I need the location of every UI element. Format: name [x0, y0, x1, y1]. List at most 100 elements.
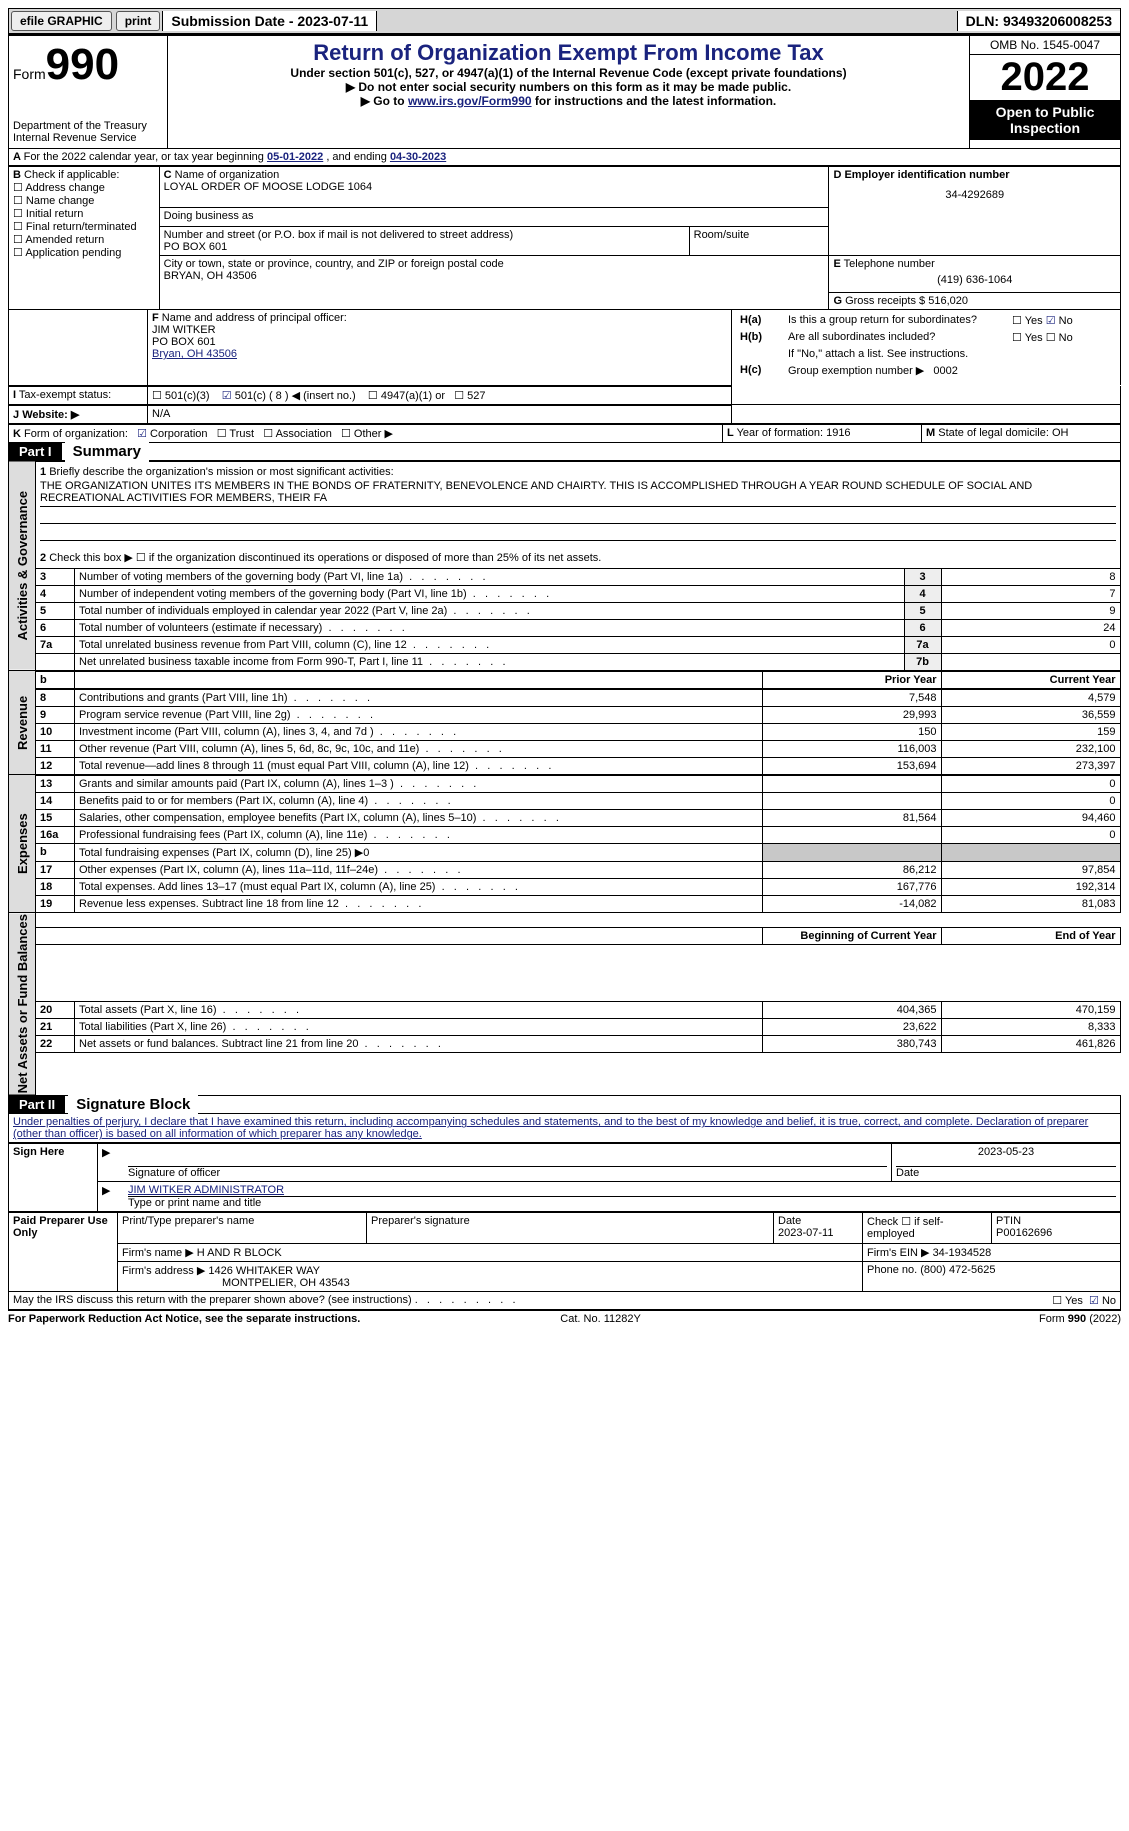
section-g: G Gross receipts $ 516,020: [829, 293, 1121, 310]
chk-trust[interactable]: Trust: [217, 428, 254, 440]
hb-no[interactable]: No: [1046, 332, 1073, 344]
print-button[interactable]: print: [116, 11, 161, 31]
efile-button[interactable]: efile GRAPHIC: [11, 11, 112, 31]
footer-right: Form 990 (2022): [1039, 1313, 1121, 1325]
firm-phone-label: Phone no.: [867, 1264, 917, 1276]
dln-number: DLN: 93493206008253: [957, 11, 1120, 31]
summary-row: 19Revenue less expenses. Subtract line 1…: [36, 895, 1120, 912]
group-exemption: 0002: [933, 365, 957, 377]
summary-row: 8Contributions and grants (Part VIII, li…: [36, 689, 1120, 706]
chk-501c3[interactable]: 501(c)(3): [152, 390, 210, 402]
part2-label: Part II: [9, 1095, 65, 1114]
pp-self-employed[interactable]: Check ☐ if self-employed: [863, 1213, 992, 1244]
tab-activities: Activities & Governance: [9, 461, 36, 671]
footer-cat: Cat. No. 11282Y: [560, 1313, 641, 1325]
chk-501c[interactable]: 501(c) (: [222, 390, 273, 402]
pp-date: 2023-07-11: [778, 1227, 833, 1239]
c-name-label: Name of organization: [175, 169, 280, 181]
chk-527[interactable]: 527: [454, 390, 485, 402]
summary-row: 14Benefits paid to or for members (Part …: [36, 792, 1120, 809]
summary-row: 3Number of voting members of the governi…: [36, 568, 1120, 585]
city-label: City or town, state or province, country…: [164, 258, 504, 270]
org-name: LOYAL ORDER OF MOOSE LODGE 1064: [164, 181, 372, 193]
part1-bar: Part I Summary: [8, 443, 1121, 461]
sig-officer-label: Signature of officer: [128, 1167, 220, 1179]
ha-no[interactable]: No: [1046, 315, 1073, 327]
summary-row: 22Net assets or fund balances. Subtract …: [36, 1036, 1120, 1053]
501c-number: 8: [276, 390, 282, 402]
ein-value: 34-4292689: [833, 181, 1116, 209]
part2-title: Signature Block: [68, 1094, 198, 1115]
discuss-text: May the IRS discuss this return with the…: [13, 1294, 412, 1307]
tab-netassets: Net Assets or Fund Balances: [9, 913, 36, 1095]
chk-address-change[interactable]: Address change: [13, 182, 105, 194]
section-f: F Name and address of principal officer:…: [148, 310, 732, 385]
rows-activities: 3Number of voting members of the governi…: [36, 568, 1121, 671]
mission-text: THE ORGANIZATION UNITES ITS MEMBERS IN T…: [40, 478, 1116, 507]
hb-yes[interactable]: Yes: [1012, 332, 1043, 344]
part1-table: Activities & Governance 1 Briefly descri…: [8, 461, 1121, 1096]
chk-initial-return[interactable]: Initial return: [13, 208, 83, 220]
line-a-mid: , and ending: [326, 151, 390, 163]
type-name-label: Type or print name and title: [128, 1197, 261, 1209]
section-e: E Telephone number (419) 636-1064: [829, 256, 1121, 293]
section-j: J Website: ▶ N/A: [8, 405, 1121, 424]
l-label: Year of formation:: [737, 427, 823, 439]
officer-printed-name: JIM WITKER ADMINISTRATOR: [128, 1184, 1116, 1197]
summary-row: 4Number of independent voting members of…: [36, 585, 1120, 602]
goto-prefix: Go to: [361, 94, 408, 108]
summary-row: bTotal fundraising expenses (Part IX, co…: [36, 843, 1120, 861]
summary-row: 10Investment income (Part VIII, column (…: [36, 723, 1120, 740]
h-a-text: Is this a group return for subordinates?: [784, 312, 1008, 329]
discuss-yes[interactable]: Yes: [1052, 1295, 1083, 1307]
paid-preparer: Paid Preparer Use Only: [9, 1213, 118, 1292]
chk-name-change[interactable]: Name change: [13, 195, 94, 207]
summary-row: Net unrelated business taxable income fr…: [36, 653, 1120, 670]
goto-suffix: for instructions and the latest informat…: [532, 94, 777, 108]
chk-corporation[interactable]: Corporation: [137, 428, 207, 440]
form-title: Return of Organization Exempt From Incom…: [172, 40, 965, 66]
date-label: Date: [896, 1167, 919, 1179]
street-label: Number and street (or P.O. box if mail i…: [164, 229, 514, 241]
section-i: I Tax-exempt status: 501(c)(3) 501(c) ( …: [8, 386, 1121, 405]
officer-addr2: Bryan, OH 43506: [152, 348, 237, 360]
summary-row: 11Other revenue (Part VIII, column (A), …: [36, 740, 1120, 757]
summary-row: 20Total assets (Part X, line 16) . . . .…: [36, 1002, 1120, 1019]
chk-final-return[interactable]: Final return/terminated: [13, 221, 137, 233]
chk-application-pending[interactable]: Application pending: [13, 247, 121, 259]
firm-phone: (800) 472-5625: [920, 1264, 995, 1276]
q2-text: Check this box ▶ ☐ if the organization d…: [49, 552, 601, 564]
omb-number: OMB No. 1545-0047: [970, 36, 1120, 55]
website-label: Website: ▶: [22, 409, 79, 421]
tab-expenses: Expenses: [9, 775, 36, 913]
rows-revenue: 8Contributions and grants (Part VIII, li…: [36, 689, 1121, 775]
chk-association[interactable]: Association: [263, 428, 332, 440]
discuss-no[interactable]: No: [1089, 1295, 1116, 1307]
firm-name: H AND R BLOCK: [197, 1247, 282, 1259]
sig-date: 2023-05-23: [896, 1146, 1116, 1167]
phone-label: Telephone number: [844, 258, 935, 270]
firm-name-label: Firm's name ▶: [122, 1247, 194, 1259]
chk-amended-return[interactable]: Amended return: [13, 234, 104, 246]
city-value: BRYAN, OH 43506: [164, 270, 257, 282]
k-label: Form of organization:: [24, 428, 128, 440]
summary-row: 12Total revenue—add lines 8 through 11 (…: [36, 757, 1120, 774]
irs-link[interactable]: www.irs.gov/Form990: [408, 94, 532, 108]
irs-label: Internal Revenue Service: [13, 132, 163, 144]
section-d: D Employer identification number 34-4292…: [829, 167, 1121, 256]
hdr-end: End of Year: [941, 927, 1120, 944]
room-label: Room/suite: [694, 229, 750, 241]
chk-4947[interactable]: 4947(a)(1) or: [368, 390, 445, 402]
part2-bar: Part II Signature Block: [8, 1095, 1121, 1114]
pp-date-label: Date: [778, 1215, 801, 1227]
discuss-row: May the IRS discuss this return with the…: [8, 1292, 1121, 1310]
phone-value: (419) 636-1064: [833, 270, 1116, 290]
form-id-cell: Form990 Department of the Treasury Inter…: [9, 35, 168, 149]
ha-yes[interactable]: Yes: [1012, 315, 1043, 327]
ein-label: Employer identification number: [844, 169, 1009, 181]
form-subtitle: Under section 501(c), 527, or 4947(a)(1)…: [172, 66, 965, 80]
tax-year: 2022: [970, 55, 1120, 100]
f-h-block: F Name and address of principal officer:…: [8, 310, 1121, 386]
chk-other[interactable]: Other ▶: [341, 428, 393, 440]
signature-block: Sign Here ▶ Signature of officer 2023-05…: [8, 1143, 1121, 1212]
